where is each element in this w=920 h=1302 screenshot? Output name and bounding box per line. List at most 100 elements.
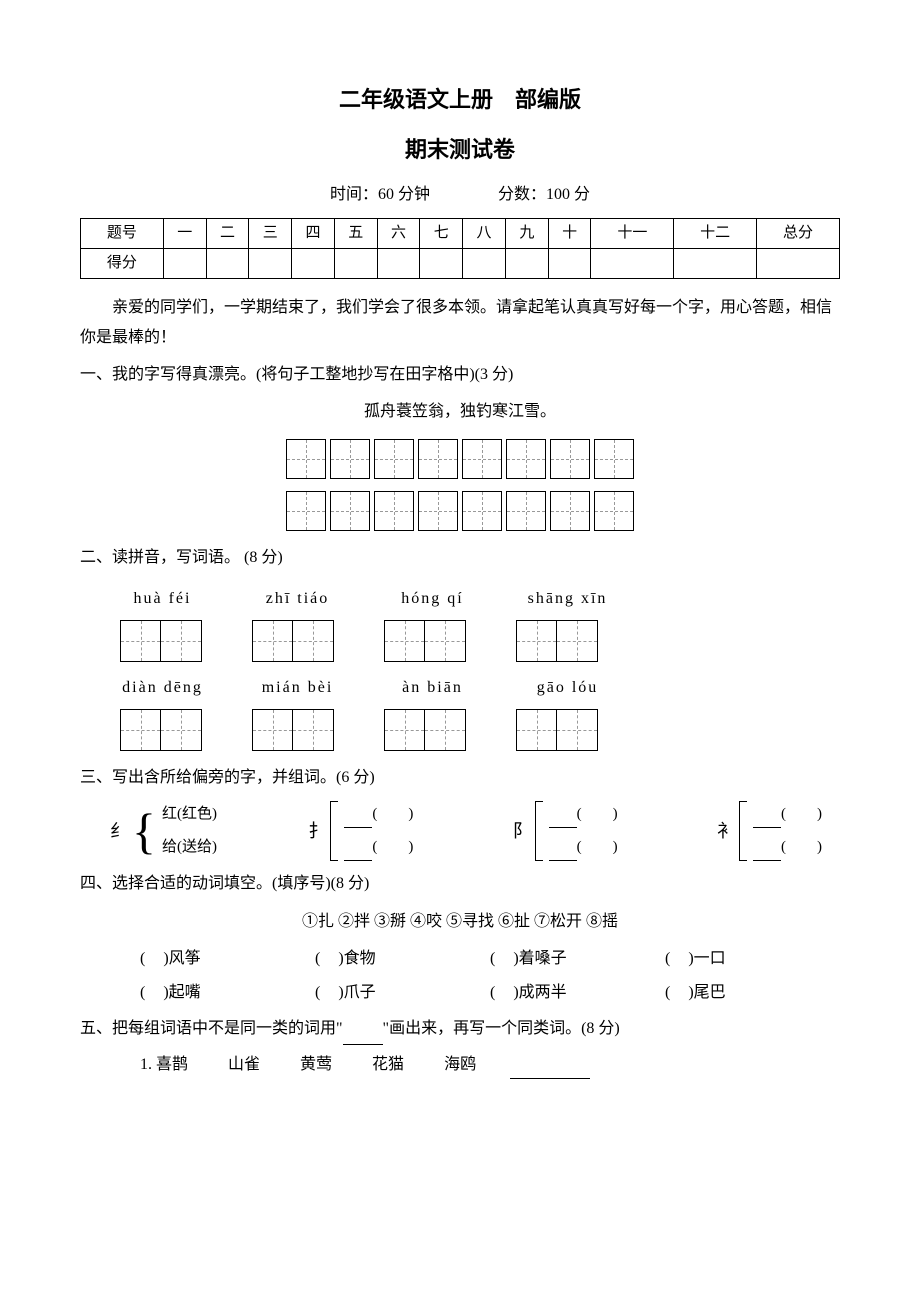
score-cell bbox=[377, 248, 420, 278]
pinyin-item: gāo lóu bbox=[525, 674, 610, 703]
title-line-2: 期末测试卷 bbox=[80, 130, 840, 170]
tianzi-cell bbox=[286, 439, 326, 479]
q5-word: 花猫 bbox=[372, 1051, 404, 1080]
underline-blank bbox=[343, 1044, 383, 1045]
score-cell bbox=[463, 248, 506, 278]
col-head: 十 bbox=[548, 218, 591, 248]
tianzi-cell bbox=[462, 491, 502, 531]
q2-pinyin-row-2: diàn dēng mián bèi àn biān gāo lóu bbox=[80, 674, 840, 703]
q1-head: 一、我的字写得真漂亮。(将句子工整地抄写在田字格中)(3 分) bbox=[80, 360, 840, 390]
radical-example: 给(送给) bbox=[162, 834, 217, 861]
q5-word: 海鸥 bbox=[444, 1051, 476, 1080]
radical-group: 阝 ( ) ( ) bbox=[513, 801, 626, 861]
tianzi-cell bbox=[330, 491, 370, 531]
q4-item: ()成两半 bbox=[490, 979, 665, 1008]
score-table-header-row: 题号 一 二 三 四 五 六 七 八 九 十 十一 十二 总分 bbox=[81, 218, 840, 248]
score-cell bbox=[249, 248, 292, 278]
row-header: 题号 bbox=[81, 218, 164, 248]
meta-line: 时间：60 分钟 分数：100 分 bbox=[80, 181, 840, 210]
q4-row-1: ()风筝 ()食物 ()着嗓子 ()一口 bbox=[80, 945, 840, 974]
tianzi-pair bbox=[516, 620, 598, 662]
tianzi-pair bbox=[252, 709, 334, 751]
tianzi-cell bbox=[374, 491, 414, 531]
col-head: 九 bbox=[505, 218, 548, 248]
pinyin-item: shāng xīn bbox=[525, 585, 610, 614]
tianzi-pair bbox=[384, 709, 466, 751]
tianzi-pair bbox=[120, 709, 202, 751]
tianzi-cell bbox=[550, 491, 590, 531]
col-head: 二 bbox=[206, 218, 249, 248]
tianzi-pair bbox=[120, 620, 202, 662]
radical-group: 衤 ( ) ( ) bbox=[717, 801, 830, 861]
q4-item: ()食物 bbox=[315, 945, 490, 974]
radical-blank-line: ( ) bbox=[344, 834, 421, 861]
score-cell bbox=[548, 248, 591, 278]
brace-icon bbox=[739, 801, 747, 861]
q4-item: ()着嗓子 bbox=[490, 945, 665, 974]
pinyin-item: hóng qí bbox=[390, 585, 475, 614]
col-head: 一 bbox=[163, 218, 206, 248]
col-head: 八 bbox=[463, 218, 506, 248]
q4-item: ()一口 bbox=[665, 945, 840, 974]
score-cell bbox=[292, 248, 335, 278]
radical-blank-line: ( ) bbox=[344, 801, 421, 828]
col-head: 总分 bbox=[757, 218, 840, 248]
q3-head: 三、写出含所给偏旁的字，并组词。(6 分) bbox=[80, 763, 840, 793]
title-line-1: 二年级语文上册 部编版 bbox=[80, 80, 840, 120]
brace-icon: { bbox=[132, 801, 156, 861]
score-cell bbox=[163, 248, 206, 278]
q5-item-number: 1. bbox=[140, 1056, 152, 1073]
radical-char: 衤 bbox=[717, 815, 735, 847]
score-label: 分数：100 分 bbox=[498, 186, 590, 203]
q4-item: ()风筝 bbox=[140, 945, 315, 974]
q4-head: 四、选择合适的动词填空。(填序号)(8 分) bbox=[80, 869, 840, 899]
score-cell bbox=[591, 248, 674, 278]
score-cell bbox=[420, 248, 463, 278]
q2-boxes-row-2 bbox=[80, 709, 840, 751]
q2-head: 二、读拼音，写词语。 (8 分) bbox=[80, 543, 840, 573]
pinyin-item: mián bèi bbox=[255, 674, 340, 703]
q4-row-2: ()起嘴 ()爪子 ()成两半 ()尾巴 bbox=[80, 979, 840, 1008]
tianzi-cell bbox=[374, 439, 414, 479]
time-label: 时间：60 分钟 bbox=[330, 186, 430, 203]
col-head: 七 bbox=[420, 218, 463, 248]
radical-blank-line: ( ) bbox=[753, 801, 830, 828]
col-head: 六 bbox=[377, 218, 420, 248]
tianzi-grid-row-1 bbox=[80, 439, 840, 479]
radical-char: 阝 bbox=[513, 815, 531, 847]
tianzi-pair bbox=[516, 709, 598, 751]
tianzi-pair bbox=[384, 620, 466, 662]
radical-example: 红(红色) bbox=[162, 801, 217, 828]
score-cell bbox=[334, 248, 377, 278]
q1-poem: 孤舟蓑笠翁，独钓寒江雪。 bbox=[80, 398, 840, 427]
col-head: 四 bbox=[292, 218, 335, 248]
q4-item: ()尾巴 bbox=[665, 979, 840, 1008]
q2-pinyin-row-1: huà féi zhī tiáo hóng qí shāng xīn bbox=[80, 585, 840, 614]
tianzi-cell bbox=[418, 491, 458, 531]
q5-answer-blank bbox=[510, 1078, 590, 1079]
tianzi-cell bbox=[462, 439, 502, 479]
radical-blank-line: ( ) bbox=[753, 834, 830, 861]
brace-icon bbox=[330, 801, 338, 861]
col-head: 十二 bbox=[674, 218, 757, 248]
score-cell bbox=[674, 248, 757, 278]
pinyin-item: àn biān bbox=[390, 674, 475, 703]
tianzi-cell bbox=[330, 439, 370, 479]
q5-word: 山雀 bbox=[228, 1051, 260, 1080]
tianzi-cell bbox=[594, 439, 634, 479]
col-head: 三 bbox=[249, 218, 292, 248]
q5-head: 五、把每组词语中不是同一类的词用""画出来，再写一个同类词。(8 分) bbox=[80, 1014, 840, 1044]
q5-item-1: 1. 喜鹊 山雀 黄莺 花猫 海鸥 bbox=[80, 1051, 840, 1080]
q4-options: ①扎 ②拌 ③掰 ④咬 ⑤寻找 ⑥扯 ⑦松开 ⑧摇 bbox=[80, 908, 840, 937]
q4-item: ()爪子 bbox=[315, 979, 490, 1008]
tianzi-cell bbox=[550, 439, 590, 479]
q4-item: ()起嘴 bbox=[140, 979, 315, 1008]
row-header: 得分 bbox=[81, 248, 164, 278]
score-table: 题号 一 二 三 四 五 六 七 八 九 十 十一 十二 总分 得分 bbox=[80, 218, 840, 279]
tianzi-grid-row-2 bbox=[80, 491, 840, 531]
brace-icon bbox=[535, 801, 543, 861]
tianzi-cell bbox=[506, 439, 546, 479]
radical-group: 扌 ( ) ( ) bbox=[308, 801, 421, 861]
radical-char: 纟 bbox=[110, 815, 128, 847]
pinyin-item: diàn dēng bbox=[120, 674, 205, 703]
